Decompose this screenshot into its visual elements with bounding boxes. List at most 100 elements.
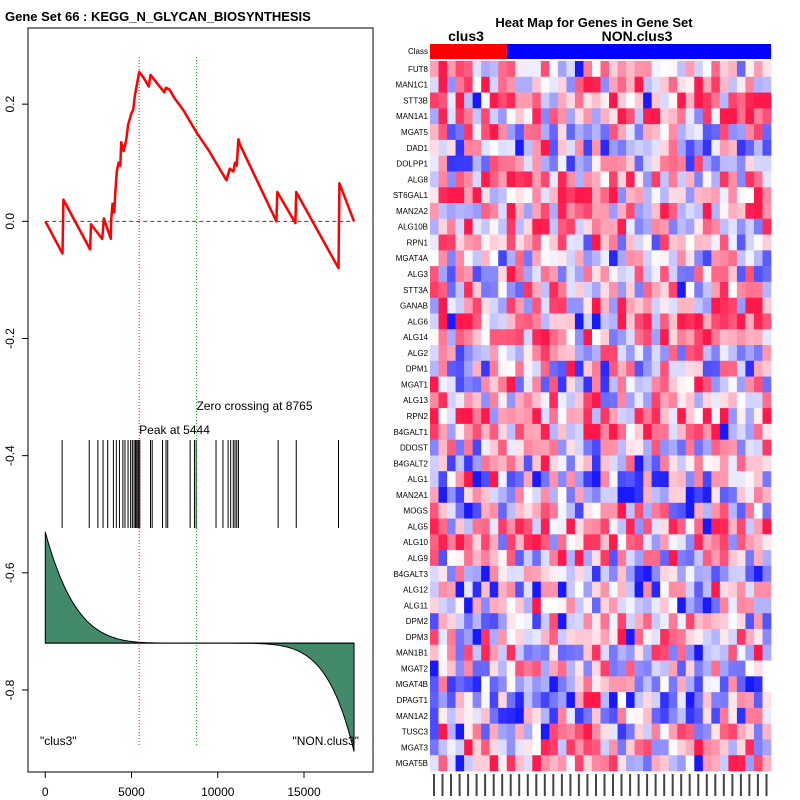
heatmap-cell xyxy=(643,155,652,172)
heatmap-cell xyxy=(472,692,482,709)
heatmap-cell xyxy=(489,471,499,488)
heatmap-cell xyxy=(634,187,644,204)
heatmap-cell xyxy=(557,297,567,314)
heatmap-cell xyxy=(532,297,542,314)
heatmap-cell xyxy=(762,487,772,504)
heatmap-cell xyxy=(566,297,576,314)
heatmap-cell xyxy=(745,171,755,188)
heatmap-cell xyxy=(455,124,465,141)
sample-label-mark xyxy=(492,774,495,796)
heatmap-cell xyxy=(626,423,635,440)
heatmap-cell xyxy=(643,266,652,283)
heatmap-cell xyxy=(600,423,610,440)
heatmap-cell xyxy=(464,597,473,614)
gene-label: RPN2 xyxy=(407,412,429,421)
heatmap-cell xyxy=(643,218,652,235)
heatmap-cell xyxy=(430,234,439,251)
heatmap-cell xyxy=(574,518,584,535)
heatmap-cell xyxy=(685,423,695,440)
gene-label: MGAT2 xyxy=(401,664,429,673)
heatmap-cell xyxy=(762,92,772,109)
heatmap-cell xyxy=(557,124,567,141)
y-axis: 0.20.0-0.2-0.4-0.6-0.8 xyxy=(3,95,28,700)
heatmap-cell xyxy=(668,613,678,630)
heatmap-cell xyxy=(472,629,482,646)
heatmap-cell xyxy=(583,423,593,440)
heatmap-cell xyxy=(753,408,763,425)
heatmap-cell xyxy=(540,613,550,630)
heatmap-cell xyxy=(591,613,601,630)
heatmap-cell xyxy=(523,739,533,756)
heatmap-cell xyxy=(762,581,772,598)
heatmap-cell xyxy=(557,471,567,488)
heatmap-cell xyxy=(472,61,482,78)
heatmap-cell xyxy=(430,61,439,78)
y-tick-label: 0.0 xyxy=(3,213,17,230)
heatmap-cell xyxy=(583,676,593,693)
heatmap-cell xyxy=(591,676,601,693)
heatmap-cell xyxy=(736,629,746,646)
heatmap-cell xyxy=(455,61,465,78)
heatmap-cell xyxy=(430,534,439,551)
heatmap-cell xyxy=(736,518,746,535)
heatmap-cell xyxy=(540,755,550,772)
heatmap-cell xyxy=(549,76,559,93)
heatmap-cell xyxy=(736,423,746,440)
heatmap-cell xyxy=(498,471,508,488)
heatmap-cell xyxy=(549,92,559,109)
heatmap-cell xyxy=(489,534,499,551)
heatmap-cell xyxy=(643,660,652,677)
heatmap-cell xyxy=(626,723,635,740)
heatmap-cell xyxy=(532,676,542,693)
sample-label-mark xyxy=(756,774,759,796)
heatmap-cell xyxy=(481,660,490,677)
heatmap-cell xyxy=(540,518,550,535)
heatmap-cell xyxy=(753,234,763,251)
heatmap-cell xyxy=(506,313,516,330)
heatmap-cell xyxy=(753,471,763,488)
heatmap-cell xyxy=(549,360,559,377)
heatmap-cell xyxy=(660,502,669,519)
heatmap-cell xyxy=(626,297,635,314)
heatmap-cell xyxy=(736,234,746,251)
heatmap-cell xyxy=(745,187,755,204)
heatmap-cell xyxy=(447,550,456,567)
heatmap-cell xyxy=(523,408,533,425)
heatmap-cell xyxy=(523,550,533,567)
heatmap-cell xyxy=(685,408,695,425)
heatmap-cell xyxy=(583,124,593,141)
heatmap-cell xyxy=(566,739,576,756)
heatmap-cell xyxy=(668,61,678,78)
heatmap-cell xyxy=(430,707,439,724)
heatmap-cell xyxy=(532,565,542,582)
heatmap-cell xyxy=(583,203,593,220)
heatmap-cell xyxy=(489,108,499,125)
heatmap-cell xyxy=(532,723,542,740)
heatmap-cell xyxy=(540,408,550,425)
heatmap-cell xyxy=(438,203,448,220)
heatmap-cell xyxy=(430,644,439,661)
heatmap-cell xyxy=(481,376,490,393)
heatmap-cell xyxy=(719,250,729,267)
heatmap-cell xyxy=(540,155,550,172)
heatmap-cell xyxy=(660,124,669,141)
gene-label: MAN1B1 xyxy=(396,649,429,658)
heatmap-cell xyxy=(438,408,448,425)
heatmap-cell xyxy=(677,739,687,756)
heatmap-cell xyxy=(481,518,490,535)
sample-label-mark xyxy=(509,774,512,796)
heatmap-cell xyxy=(557,234,567,251)
heatmap-cell xyxy=(634,203,644,220)
heatmap-cell xyxy=(566,550,576,567)
heatmap-cell xyxy=(574,297,584,314)
heatmap-cell xyxy=(609,660,618,677)
heatmap-cell xyxy=(711,707,721,724)
heatmap-cell xyxy=(591,297,601,314)
heatmap-cell xyxy=(677,597,687,614)
heatmap-cell xyxy=(702,629,712,646)
heatmap-cell xyxy=(566,534,576,551)
heatmap-cell xyxy=(660,471,669,488)
heatmap-cell xyxy=(540,76,550,93)
heatmap-cell xyxy=(626,707,635,724)
heatmap-cell xyxy=(736,218,746,235)
